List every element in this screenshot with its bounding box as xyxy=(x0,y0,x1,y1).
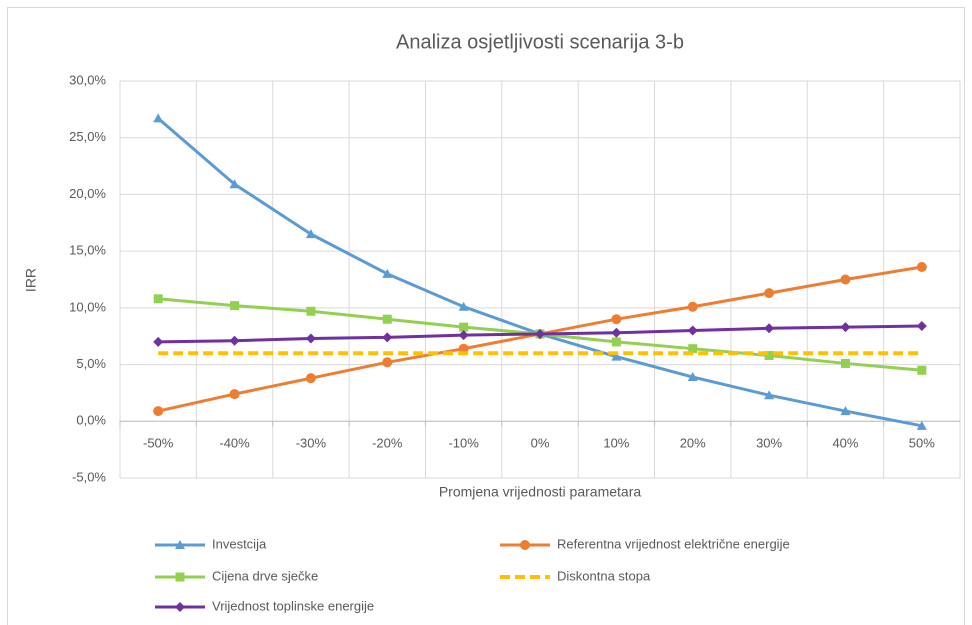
legend-marker xyxy=(175,540,185,549)
marker xyxy=(764,323,775,334)
marker xyxy=(840,322,851,333)
marker xyxy=(306,306,316,316)
marker xyxy=(229,179,240,189)
x-tick-label: -20% xyxy=(372,436,403,451)
marker xyxy=(687,325,698,336)
marker xyxy=(153,406,164,417)
marker xyxy=(611,337,621,347)
legend-marker xyxy=(175,572,185,582)
marker xyxy=(764,288,775,299)
x-tick-label: 20% xyxy=(680,436,706,451)
legend-label: Diskontna stopa xyxy=(557,568,651,583)
marker xyxy=(382,268,393,278)
marker xyxy=(687,372,698,382)
y-tick-label: -5,0% xyxy=(72,469,106,484)
y-axis-label: IRR xyxy=(23,268,39,292)
marker xyxy=(458,330,469,341)
marker xyxy=(611,351,622,361)
marker xyxy=(917,365,927,375)
x-tick-label: 0% xyxy=(531,436,550,451)
marker xyxy=(916,321,927,332)
marker xyxy=(611,314,622,325)
marker xyxy=(153,336,164,347)
marker xyxy=(840,274,851,285)
marker xyxy=(916,262,927,273)
chart-border xyxy=(7,7,965,625)
marker xyxy=(688,344,698,354)
x-tick-label: -50% xyxy=(143,436,174,451)
y-tick-label: 0,0% xyxy=(76,413,106,428)
y-tick-label: 20,0% xyxy=(69,186,106,201)
marker xyxy=(153,294,163,304)
x-tick-label: 50% xyxy=(909,436,935,451)
x-tick-label: -30% xyxy=(296,436,327,451)
marker xyxy=(458,301,469,311)
marker xyxy=(305,229,316,239)
marker xyxy=(840,406,851,416)
marker xyxy=(382,332,393,343)
marker xyxy=(229,335,240,346)
chart-title: Analiza osjetljivosti scenarija 3-b xyxy=(396,31,684,53)
y-tick-label: 30,0% xyxy=(69,72,106,87)
y-tick-label: 5,0% xyxy=(76,356,106,371)
y-tick-label: 15,0% xyxy=(69,243,106,258)
marker xyxy=(916,420,927,430)
y-tick-label: 25,0% xyxy=(69,129,106,144)
marker xyxy=(840,358,850,368)
marker xyxy=(230,301,240,311)
marker xyxy=(687,301,698,312)
legend-label: Cijena drve sječke xyxy=(212,568,318,583)
y-tick-label: 10,0% xyxy=(69,299,106,314)
x-tick-label: 40% xyxy=(832,436,858,451)
marker xyxy=(458,343,469,354)
legend-marker xyxy=(175,602,185,612)
marker xyxy=(305,333,316,344)
marker xyxy=(459,322,469,332)
x-tick-label: 10% xyxy=(603,436,629,451)
marker xyxy=(382,314,392,324)
marker xyxy=(153,113,164,123)
x-tick-label: -40% xyxy=(219,436,250,451)
marker xyxy=(764,390,775,400)
x-axis-label: Promjena vrijednosti parametara xyxy=(439,484,642,500)
legend-label: Vrijednost toplinske energije xyxy=(212,598,374,613)
x-tick-label: -10% xyxy=(448,436,479,451)
marker xyxy=(305,373,316,384)
marker xyxy=(535,328,545,339)
x-tick-label: 30% xyxy=(756,436,782,451)
legend-label: Investcija xyxy=(212,536,267,551)
legend-label: Referentna vrijednost električne energij… xyxy=(557,536,790,551)
marker xyxy=(611,327,622,338)
marker xyxy=(764,350,774,360)
legend-marker xyxy=(520,540,530,550)
marker xyxy=(229,389,240,400)
marker xyxy=(382,357,393,368)
